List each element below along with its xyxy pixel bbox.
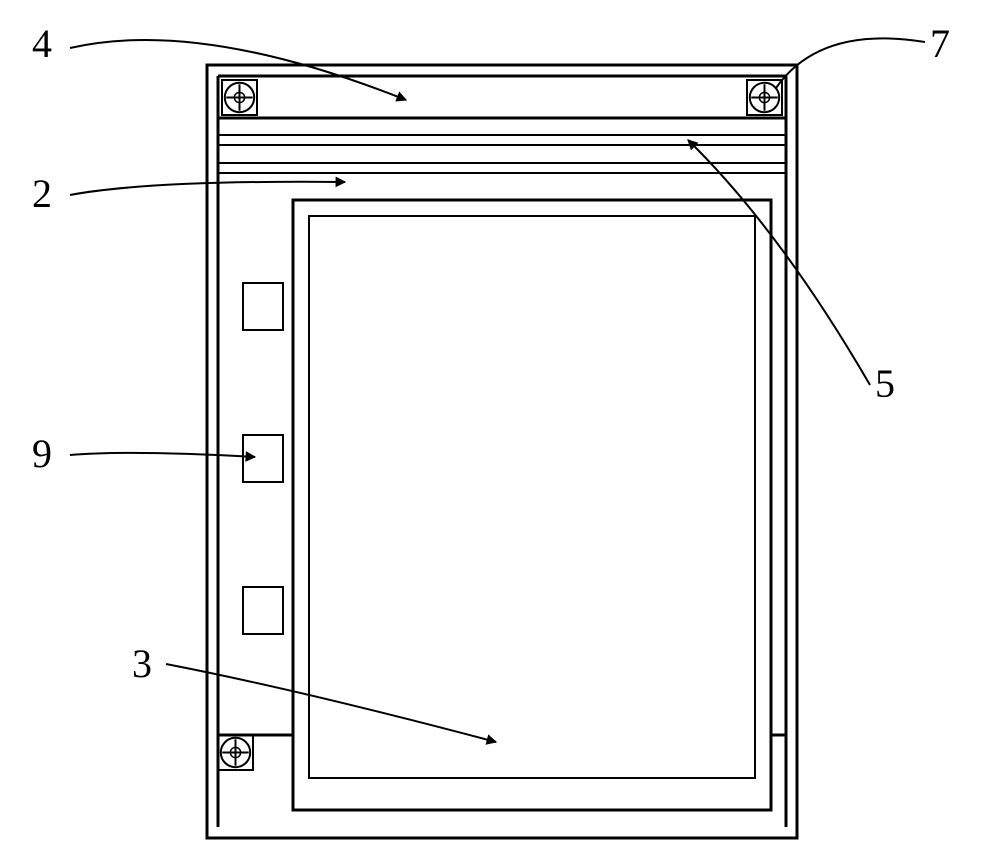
callout-label-4: 4 [32,20,52,67]
callout-label-5: 5 [875,360,895,407]
callout-label-2: 2 [32,170,52,217]
callout-label-7: 7 [930,20,950,67]
callout-label-3: 3 [132,640,152,687]
callout-label-9: 9 [32,430,52,477]
